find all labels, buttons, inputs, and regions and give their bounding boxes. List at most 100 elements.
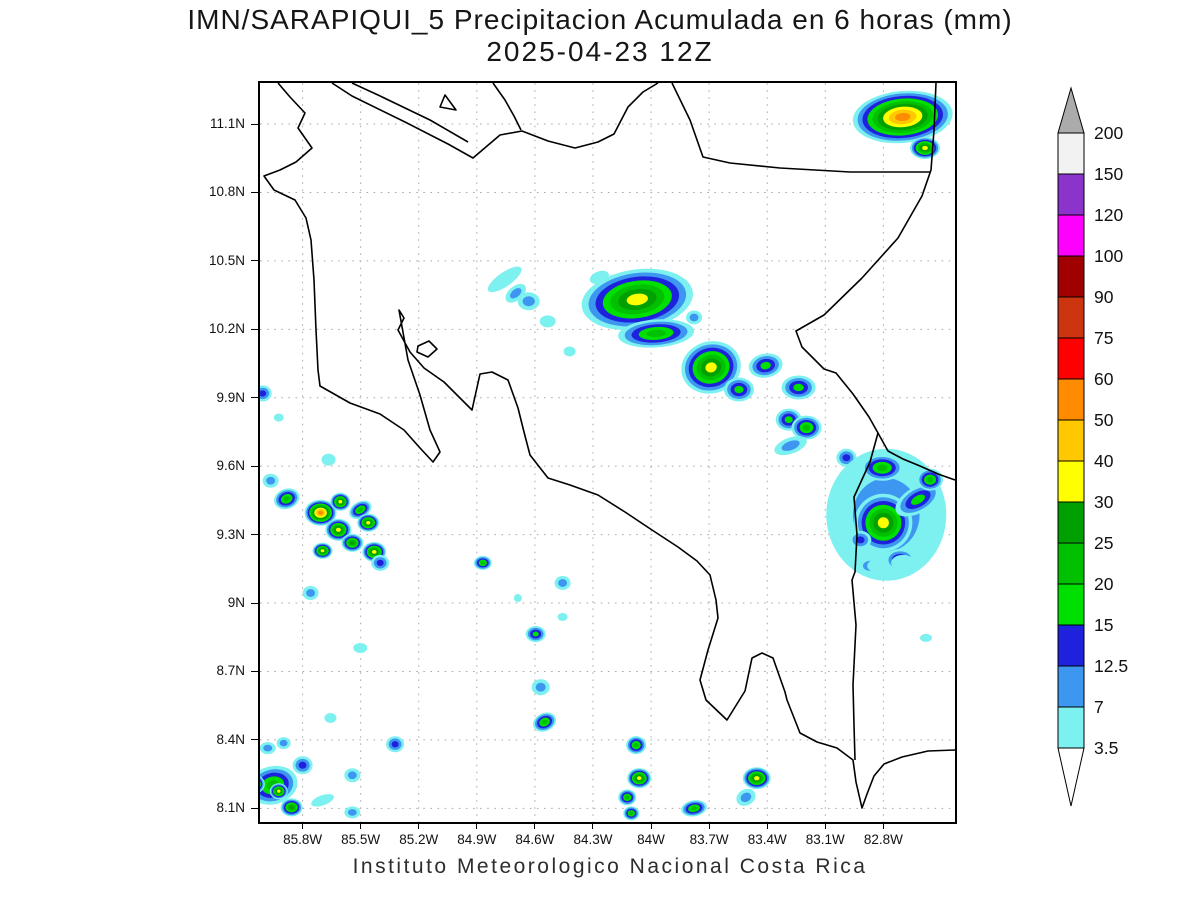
x-axis-tick [825, 822, 826, 829]
y-axis-tick [251, 808, 258, 809]
coastline-layer [264, 83, 955, 808]
precip-contour-g2 [877, 464, 888, 471]
precip-contour-o [318, 511, 323, 515]
y-axis-tick [251, 534, 258, 535]
colorbar-segment [1058, 502, 1084, 543]
precip-contour-g3 [350, 541, 355, 545]
colorbar-segment [1058, 625, 1084, 666]
precip-contour-b [558, 579, 567, 587]
colorbar-label: 200 [1094, 123, 1123, 143]
y-tick-label: 9.9N [185, 390, 245, 405]
precip-contour-y [338, 500, 342, 503]
precip-contour-g2 [629, 812, 633, 816]
precip-contour-g1 [785, 416, 793, 423]
y-tick-label: 11.1N [185, 116, 245, 131]
precip-contour-b [280, 740, 288, 747]
precip-contour-g2 [634, 743, 639, 748]
coastline-pacific [264, 83, 955, 808]
island-gulf-nicoya [417, 341, 437, 357]
precip-contour-y [372, 550, 377, 554]
y-tick-label: 9.6N [185, 458, 245, 473]
colorbar-segment [1058, 256, 1084, 297]
precip-contour-b [348, 809, 357, 816]
colorbar-label: 3.5 [1094, 738, 1118, 758]
y-axis-tick [251, 192, 258, 193]
precip-contour-db [299, 762, 307, 769]
colorbar-segment [1058, 707, 1084, 748]
x-axis-tick [883, 822, 884, 829]
y-axis-tick [251, 466, 258, 467]
precip-contour-db [377, 560, 384, 566]
x-axis-tick [651, 822, 652, 829]
x-tick-label: 82.8W [848, 832, 918, 847]
precip-contour-db [842, 454, 850, 461]
y-tick-label: 10.8N [185, 184, 245, 199]
colorbar-segment [1058, 174, 1084, 215]
y-tick-label: 10.2N [185, 321, 245, 336]
precip-contour-b [263, 745, 272, 752]
colorbar-label: 30 [1094, 492, 1114, 512]
precip-contour-b [536, 683, 546, 692]
colorbar-label: 90 [1094, 287, 1114, 307]
x-axis-tick [709, 822, 710, 829]
colorbar-segment [1058, 338, 1084, 379]
colorbar-segment [1058, 133, 1084, 174]
x-axis-tick [534, 822, 535, 829]
colorbar-segment [1058, 420, 1084, 461]
precip-contour-c [867, 560, 883, 572]
colorbar-label: 25 [1094, 533, 1113, 553]
precip-contour-c [891, 555, 915, 571]
colorbar-segment [1058, 666, 1084, 707]
x-axis-tick [476, 822, 477, 829]
precip-contour-b [306, 589, 315, 597]
precip-contour-c [310, 792, 336, 810]
precip-contour-c [564, 346, 576, 356]
precip-contour-y [878, 517, 889, 528]
colorbar-label: 12.5 [1094, 656, 1128, 676]
precip-contour-c [353, 643, 367, 653]
precip-contour-b [266, 477, 275, 485]
colorbar-label: 120 [1094, 205, 1123, 225]
precip-contour-c [274, 414, 284, 422]
precip-contour-c [322, 454, 336, 466]
precip-contour-b [348, 771, 357, 779]
colorbar-label: 75 [1094, 328, 1113, 348]
precip-contour-g1 [793, 384, 803, 391]
precipitation-contours-layer [260, 87, 955, 821]
map-plot-area [258, 81, 957, 824]
precip-contour-c [514, 594, 522, 602]
colorbar-label: 50 [1094, 410, 1114, 430]
colorbar: 20015012010090756050403025201512.573.5 [1054, 86, 1194, 826]
colorbar-label: 40 [1094, 451, 1114, 471]
precip-contour-g2 [625, 795, 630, 799]
colorbar-label: 20 [1094, 574, 1114, 594]
precip-contour-y [277, 790, 280, 793]
y-tick-label: 9N [185, 595, 245, 610]
weather-map-page: IMN/SARAPIQUI_5 Precipitacion Acumulada … [0, 0, 1200, 900]
colorbar-label: 100 [1094, 246, 1123, 266]
y-tick-label: 8.1N [185, 800, 245, 815]
precip-contour-y [321, 549, 325, 552]
colorbar-segment [1058, 584, 1084, 625]
x-axis-tick [767, 822, 768, 829]
precip-contour-g2 [481, 561, 486, 565]
y-tick-label: 10.5N [185, 253, 245, 268]
colorbar-label: 15 [1094, 615, 1113, 635]
precip-contour-c [324, 713, 336, 723]
precip-contour-g3 [289, 805, 294, 809]
colorbar-segment [1058, 543, 1084, 584]
x-axis-tick [592, 822, 593, 829]
y-axis-tick [251, 603, 258, 604]
y-axis-tick [251, 329, 258, 330]
colorbar-label: 60 [1094, 369, 1114, 389]
precip-contour-db [392, 741, 399, 747]
precip-contour-c [920, 634, 932, 642]
colorbar-over-arrow [1058, 88, 1084, 133]
colorbar-segment [1058, 461, 1084, 502]
y-axis-tick [251, 671, 258, 672]
x-axis-tick [302, 822, 303, 829]
colorbar-under-arrow [1058, 748, 1084, 806]
precip-contour-b [690, 314, 699, 322]
precip-contour-y [754, 776, 759, 780]
lake-nicaragua-shore [332, 83, 658, 158]
